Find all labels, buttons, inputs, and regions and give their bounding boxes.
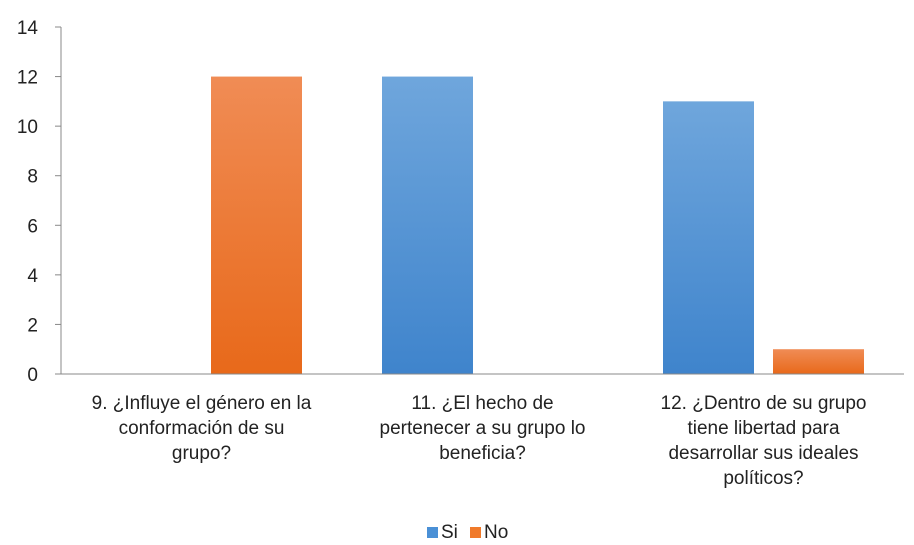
legend-swatch-si	[427, 527, 438, 538]
bar-no-3	[773, 349, 864, 374]
y-tick-label: 6	[27, 216, 38, 237]
y-tick-label: 8	[27, 167, 38, 188]
category-label-line: 11. ¿El hecho de	[411, 393, 553, 414]
category-label-line: 12. ¿Dentro de su grupo	[661, 393, 867, 414]
category-label-line: beneficia?	[439, 443, 526, 464]
bar-si-2	[382, 76, 473, 375]
bars	[211, 76, 864, 375]
legend: Si No	[427, 522, 508, 543]
category-label-line: políticos?	[723, 468, 803, 489]
bar-si-3	[663, 101, 754, 374]
y-tick-label: 12	[17, 68, 38, 89]
y-axis-ticks: 0 2 4 6 8 10 12 14	[17, 18, 61, 386]
y-tick-label: 2	[27, 315, 38, 336]
bar-no-1	[211, 76, 302, 375]
category-label-line: tiene libertad para	[687, 418, 840, 439]
category-label-line: desarrollar sus ideales	[668, 443, 858, 464]
category-label-line: 9. ¿Influye el género en la	[92, 393, 312, 414]
y-tick-label: 0	[27, 365, 38, 386]
y-tick-label: 10	[17, 117, 38, 138]
category-label-line: conformación de su	[119, 418, 285, 439]
legend-label-no: No	[484, 522, 508, 543]
category-label-line: pertenecer a su grupo lo	[380, 418, 586, 439]
y-tick-label: 4	[27, 266, 38, 287]
category-labels: 9. ¿Influye el género en la conformación …	[92, 393, 867, 489]
category-label-line: grupo?	[172, 443, 231, 464]
y-tick-label: 14	[17, 18, 39, 39]
legend-label-si: Si	[441, 522, 458, 543]
legend-swatch-no	[470, 527, 481, 538]
